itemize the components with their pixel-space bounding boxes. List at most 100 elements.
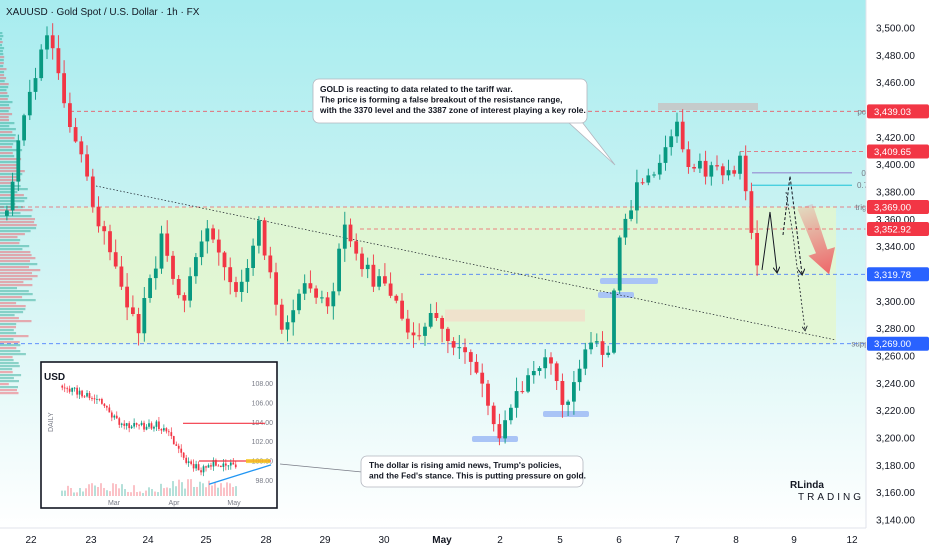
usd-candle-body	[115, 415, 118, 419]
candle-body	[446, 328, 450, 341]
candle-body	[171, 255, 175, 279]
candle	[486, 380, 490, 416]
usd-volume-bar	[115, 484, 117, 496]
usd-volume-bar	[214, 482, 216, 496]
candle	[709, 161, 714, 186]
usd-volume-bar	[175, 486, 177, 496]
candle-body	[594, 341, 599, 343]
candle	[50, 23, 55, 60]
price-tag-label: 3,319.78	[874, 270, 911, 281]
usd-volume-bar	[85, 488, 87, 496]
candle	[468, 349, 473, 376]
usd-candle	[190, 459, 193, 466]
volume-profile-bar	[0, 326, 16, 329]
usd-candle	[88, 391, 91, 401]
volume-profile-bar	[0, 269, 41, 272]
candle	[703, 150, 708, 185]
usd-volume-bar	[130, 492, 132, 496]
candle-body	[371, 264, 376, 287]
candle-body	[749, 191, 754, 233]
candle	[434, 302, 439, 321]
volume-profile-bar	[0, 236, 18, 239]
candle-body	[234, 282, 238, 292]
volume-profile-bar	[0, 50, 3, 53]
demand-marker-bar	[598, 292, 634, 298]
usd-candle-body	[222, 463, 225, 467]
usd-volume-bar	[67, 485, 69, 496]
volume-profile-bar	[0, 71, 5, 74]
usd-candle	[86, 390, 88, 398]
candle	[171, 251, 175, 285]
price-tag-label: 3,439.03	[874, 107, 911, 118]
usd-inset-chart[interactable]: USDDAILY108.00106.00104.00102.00100.0098…	[40, 361, 278, 509]
time-tick-label: 30	[378, 535, 390, 546]
candle-body	[623, 218, 628, 238]
usd-volume-bar	[226, 482, 228, 496]
candle	[314, 285, 318, 304]
volume-profile-bar	[0, 44, 2, 47]
usd-candle	[175, 441, 178, 446]
candle	[239, 269, 244, 302]
usd-candle	[187, 457, 190, 467]
usd-candle	[81, 389, 83, 399]
volume-profile-bar	[0, 332, 17, 335]
candle-body	[5, 210, 9, 216]
volume-profile-bar	[0, 209, 33, 212]
candle	[176, 275, 181, 299]
candle	[480, 363, 485, 398]
volume-profile-bar	[0, 74, 5, 77]
candle	[342, 211, 347, 262]
candle	[440, 315, 444, 343]
candle	[33, 67, 38, 100]
price-tag: 3,269.00	[867, 336, 929, 351]
usd-volume-bar	[220, 483, 222, 496]
candle-body	[274, 272, 278, 305]
candle	[577, 359, 582, 391]
price-tag: 3,439.03	[867, 104, 929, 119]
candle-body	[320, 297, 324, 299]
candle-body	[16, 140, 21, 182]
candle	[560, 373, 565, 418]
usd-volume-bar	[64, 490, 66, 496]
candle	[606, 345, 611, 358]
usd-inset-timeframe: DAILY	[48, 412, 55, 432]
candle	[125, 273, 129, 321]
time-axis[interactable]: 22 23 24 25 28 29 30 May 2 5 6 7 8 9 12	[25, 535, 858, 546]
usd-candle-body	[81, 390, 83, 397]
candle-body	[480, 372, 485, 384]
volume-profile-bar	[0, 41, 3, 44]
usd-candle-body	[78, 390, 81, 395]
usd-candle	[108, 404, 111, 413]
candle-body	[549, 357, 553, 364]
usd-candle	[182, 452, 185, 460]
candle	[199, 230, 204, 266]
candle-body	[669, 136, 674, 148]
candle-body	[503, 420, 507, 439]
usd-candle	[170, 427, 173, 440]
candle	[629, 200, 633, 222]
volume-profile-bar	[0, 248, 23, 251]
candle-body	[165, 233, 170, 256]
candle	[680, 109, 685, 153]
time-axis-background	[0, 528, 866, 550]
usd-volume-bar	[235, 486, 237, 496]
candle-body	[239, 281, 244, 292]
candle	[216, 229, 221, 266]
price-tick-label: 3,280.00	[876, 324, 915, 335]
candle	[738, 151, 742, 180]
volume-profile-bar	[0, 56, 5, 59]
candle-body	[600, 341, 605, 355]
candle	[274, 262, 278, 316]
usd-candle-body	[93, 398, 96, 400]
usd-volume-bar	[193, 486, 195, 496]
candle	[514, 377, 519, 418]
usd-candle-body	[227, 465, 230, 467]
usd-candle-body	[207, 465, 210, 468]
usd-volume-bar	[139, 491, 141, 496]
usd-candle	[205, 465, 207, 472]
price-tag: 3,352.92	[867, 222, 929, 237]
usd-candle	[71, 387, 74, 396]
usd-candle	[125, 422, 128, 430]
candle	[566, 399, 570, 416]
